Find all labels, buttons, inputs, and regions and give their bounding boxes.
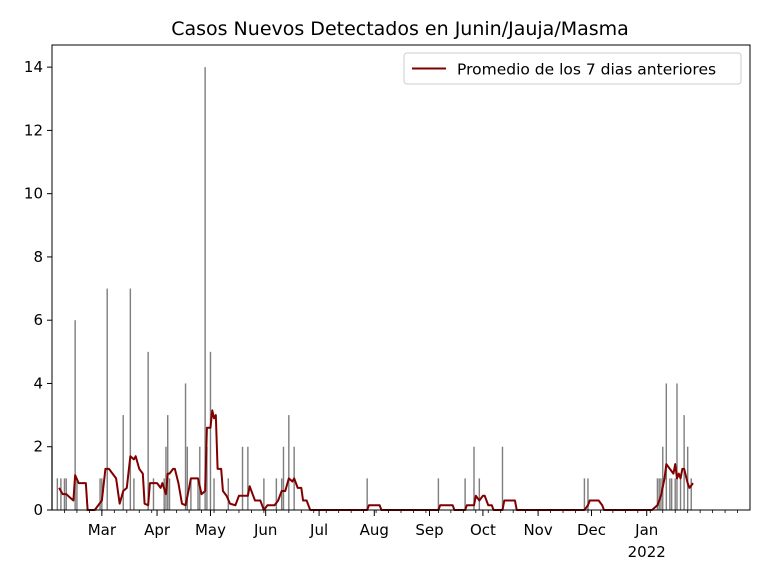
bar xyxy=(167,415,169,510)
bar xyxy=(683,415,685,510)
bar xyxy=(473,446,475,510)
bar xyxy=(665,383,668,510)
bar xyxy=(280,478,283,510)
x-tick-label: Apr xyxy=(144,521,171,539)
chart-title: Casos Nuevos Detectados en Junin/Jauja/M… xyxy=(171,18,629,40)
bar xyxy=(74,320,76,510)
bar xyxy=(679,478,682,510)
bar xyxy=(186,446,189,510)
bar xyxy=(690,478,692,510)
plot-frame xyxy=(51,44,751,511)
bar xyxy=(662,446,664,510)
bar xyxy=(106,288,108,510)
bar xyxy=(209,351,212,510)
bar xyxy=(60,478,62,510)
legend: Promedio de los 7 dias anteriores xyxy=(403,52,742,85)
x-tick-label: Mar xyxy=(88,521,117,539)
bar xyxy=(676,383,678,510)
bar xyxy=(76,478,78,510)
x-tick-sublabel: 2022 xyxy=(628,543,666,561)
bar xyxy=(437,478,440,510)
bar xyxy=(147,351,149,510)
bar xyxy=(275,478,278,510)
bar xyxy=(152,478,155,510)
bar xyxy=(366,478,368,510)
y-tick-label: 14 xyxy=(24,58,43,76)
bar xyxy=(122,415,124,510)
y-tick-label: 8 xyxy=(33,248,43,266)
bar xyxy=(133,478,135,510)
bar xyxy=(56,478,59,510)
bar xyxy=(184,383,187,510)
x-tick-label: Jul xyxy=(309,521,328,539)
x-tick-label: Nov xyxy=(523,521,552,539)
bar xyxy=(478,478,481,510)
bar xyxy=(674,478,676,510)
y-tick-label: 4 xyxy=(33,374,43,392)
legend-label: Promedio de los 7 dias anteriores xyxy=(457,61,716,79)
y-tick-label: 10 xyxy=(24,185,43,203)
bar xyxy=(656,478,659,510)
x-tick-label: May xyxy=(195,521,226,539)
x-axis: Mar Apr May Jun Jul Aug Sep Oct Nov Dec Jan 2022 xyxy=(64,510,738,561)
bar xyxy=(241,446,244,510)
average-line-series xyxy=(58,409,694,511)
bar xyxy=(163,478,165,510)
bar xyxy=(686,446,689,510)
x-tick-label: Sep xyxy=(415,521,443,539)
bar xyxy=(168,478,171,510)
bar xyxy=(587,478,589,510)
bar xyxy=(247,446,249,510)
x-tick-label: Aug xyxy=(360,521,389,539)
bar xyxy=(199,446,201,510)
y-tick-label: 0 xyxy=(33,501,43,519)
y-tick-label: 12 xyxy=(24,121,43,139)
bar xyxy=(197,478,199,510)
bar xyxy=(288,415,290,510)
bar xyxy=(213,478,215,510)
bar xyxy=(464,478,466,510)
bar xyxy=(263,478,265,510)
bar xyxy=(227,478,229,510)
x-tick-label: Oct xyxy=(470,521,496,539)
bar xyxy=(583,478,586,510)
y-axis: 0 2 4 6 8 10 12 14 xyxy=(24,58,52,519)
bar xyxy=(190,478,192,510)
x-tick-label: Dec xyxy=(577,521,606,539)
bar xyxy=(204,67,206,510)
bar-series xyxy=(51,67,692,510)
x-tick-label: Jan xyxy=(634,521,658,539)
bar xyxy=(501,446,504,510)
x-tick-label: Jun xyxy=(253,521,277,539)
bar xyxy=(670,478,673,510)
legend-box xyxy=(403,52,742,85)
bar xyxy=(165,446,167,510)
bar xyxy=(669,478,671,510)
y-tick-label: 2 xyxy=(33,438,43,456)
bar xyxy=(206,446,208,510)
bar xyxy=(658,478,660,510)
bar xyxy=(129,288,132,510)
bar xyxy=(282,446,285,510)
y-tick-label: 6 xyxy=(33,311,43,329)
bar xyxy=(99,478,101,510)
average-line xyxy=(58,409,694,511)
